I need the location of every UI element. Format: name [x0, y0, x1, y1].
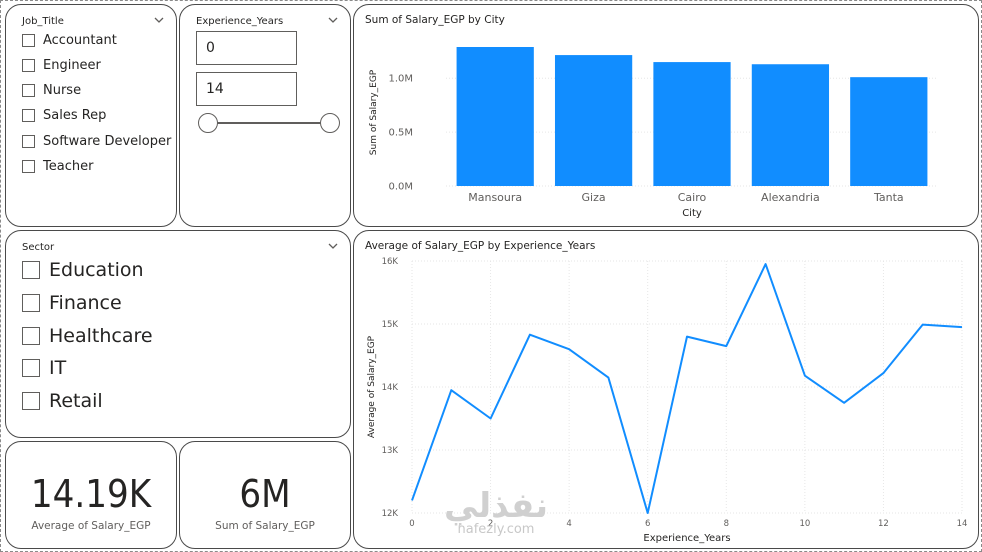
- job-title-option-software-developer[interactable]: Software Developer: [22, 134, 171, 149]
- y-tick-label: 0.5M: [388, 128, 413, 139]
- x-tick-label: Alexandria: [761, 191, 820, 204]
- x-tick-label: 0: [409, 519, 414, 529]
- range-slider-max-handle[interactable]: [320, 113, 340, 133]
- chevron-down-icon[interactable]: [327, 240, 339, 252]
- x-tick-label: 12: [878, 519, 889, 529]
- kpi-average-salary-value: 14.19K: [30, 472, 152, 516]
- range-slider-track[interactable]: [206, 122, 330, 124]
- x-tick-label: 10: [799, 519, 810, 529]
- checkbox[interactable]: [22, 160, 35, 173]
- checkbox[interactable]: [22, 392, 40, 410]
- checkbox[interactable]: [22, 294, 40, 312]
- y-tick-label: 12K: [382, 509, 399, 519]
- sector-slicer: Sector Education Finance Healthcare IT R…: [5, 230, 351, 438]
- job-title-slicer: Job_Title Accountant Engineer Nurse Sale…: [5, 4, 177, 227]
- line-point[interactable]: [566, 346, 572, 352]
- y-tick-label: 14K: [382, 383, 399, 393]
- job-title-option-sales-rep[interactable]: Sales Rep: [22, 108, 106, 123]
- sector-option-education[interactable]: Education: [22, 259, 144, 281]
- line-point[interactable]: [605, 375, 611, 381]
- y-axis-title: Average of Salary_EGP: [367, 335, 377, 438]
- line-point[interactable]: [527, 332, 533, 338]
- x-tick-label: Mansoura: [468, 191, 522, 204]
- job-title-option-engineer[interactable]: Engineer: [22, 58, 101, 73]
- sector-option-finance[interactable]: Finance: [22, 292, 122, 314]
- line-point[interactable]: [763, 261, 769, 267]
- x-tick-label: 6: [645, 519, 650, 529]
- checkbox[interactable]: [22, 109, 35, 122]
- checkbox[interactable]: [22, 359, 40, 377]
- y-tick-label: 13K: [382, 446, 399, 456]
- sector-option-retail[interactable]: Retail: [22, 390, 103, 412]
- line-point[interactable]: [409, 497, 415, 503]
- range-slider-min-handle[interactable]: [198, 113, 218, 133]
- line-point[interactable]: [448, 387, 454, 393]
- y-tick-label: 1.0M: [388, 74, 413, 85]
- checkbox[interactable]: [22, 59, 35, 72]
- salary-by-experience-chart: 12K 13K 14K 15K 16K 0 2 4 6 8 10 12 14 Experience_Yea…: [367, 257, 968, 544]
- x-tick-label: 14: [957, 519, 968, 529]
- salary-by-city-chart-card[interactable]: Sum of Salary_EGP by City 0.0M 0.5M 1.0M Ma…: [353, 4, 979, 227]
- line-point[interactable]: [684, 334, 690, 340]
- line-point[interactable]: [488, 416, 494, 422]
- line-point[interactable]: [841, 400, 847, 406]
- line-point[interactable]: [802, 373, 808, 379]
- chevron-down-icon[interactable]: [327, 14, 339, 26]
- line-point[interactable]: [920, 322, 926, 328]
- sector-option-it[interactable]: IT: [22, 357, 66, 379]
- checkbox[interactable]: [22, 261, 40, 279]
- x-tick-label: 2: [488, 519, 493, 529]
- job-title-option-nurse[interactable]: Nurse: [22, 83, 81, 98]
- x-tick-label: 4: [566, 519, 571, 529]
- y-tick-label: 0.0M: [388, 182, 413, 193]
- x-axis-title: Experience_Years: [643, 533, 730, 544]
- line-point[interactable]: [645, 510, 651, 516]
- job-title-option-teacher[interactable]: Teacher: [22, 159, 93, 174]
- bar-alexandria[interactable]: [751, 64, 830, 186]
- bar-mansoura[interactable]: [456, 47, 534, 186]
- checkbox[interactable]: [22, 327, 40, 345]
- y-tick-label: 16K: [382, 257, 399, 267]
- salary-line[interactable]: [411, 263, 963, 514]
- line-point[interactable]: [959, 324, 965, 330]
- salary-by-city-chart: 0.0M 0.5M 1.0M Mansoura Giza Cairo Alexandria T…: [369, 47, 938, 219]
- x-tick-label: Giza: [582, 191, 606, 204]
- bar-giza[interactable]: [554, 55, 633, 187]
- bar-tanta[interactable]: [850, 77, 928, 186]
- kpi-average-salary-card[interactable]: 14.19K Average of Salary_EGP: [5, 441, 177, 549]
- kpi-sum-salary-card[interactable]: 6M Sum of Salary_EGP: [179, 441, 351, 549]
- experience-min-input[interactable]: 0: [196, 31, 297, 65]
- experience-years-slicer: Experience_Years 0 14: [179, 4, 351, 227]
- x-tick-label: Cairo: [678, 191, 707, 204]
- kpi-sum-salary-label: Sum of Salary_EGP: [215, 520, 315, 532]
- y-tick-label: 15K: [382, 320, 399, 330]
- y-axis-title: Sum of Salary_EGP: [369, 69, 379, 155]
- salary-by-experience-chart-card[interactable]: Average of Salary_EGP by Experience_Year…: [353, 230, 979, 549]
- sector-option-healthcare[interactable]: Healthcare: [22, 325, 153, 347]
- checkbox[interactable]: [22, 135, 35, 148]
- line-point[interactable]: [723, 343, 729, 349]
- x-tick-label: 8: [724, 519, 729, 529]
- kpi-average-salary-label: Average of Salary_EGP: [31, 520, 151, 532]
- checkbox[interactable]: [22, 34, 35, 47]
- experience-years-slicer-title: Experience_Years: [196, 16, 284, 27]
- x-axis-title: City: [682, 208, 702, 219]
- salary-by-city-chart-title: Sum of Salary_EGP by City: [365, 14, 505, 26]
- checkbox[interactable]: [22, 84, 35, 97]
- experience-max-input[interactable]: 14: [196, 72, 297, 106]
- x-tick-label: Tanta: [873, 191, 904, 204]
- job-title-option-accountant[interactable]: Accountant: [22, 33, 117, 48]
- sector-slicer-title: Sector: [22, 242, 55, 253]
- job-title-slicer-title: Job_Title: [22, 16, 64, 27]
- kpi-sum-salary-value: 6M: [239, 472, 291, 516]
- chevron-down-icon[interactable]: [153, 14, 165, 26]
- line-point[interactable]: [880, 370, 886, 376]
- salary-by-experience-chart-title: Average of Salary_EGP by Experience_Year…: [365, 240, 596, 252]
- bar-cairo[interactable]: [653, 62, 731, 187]
